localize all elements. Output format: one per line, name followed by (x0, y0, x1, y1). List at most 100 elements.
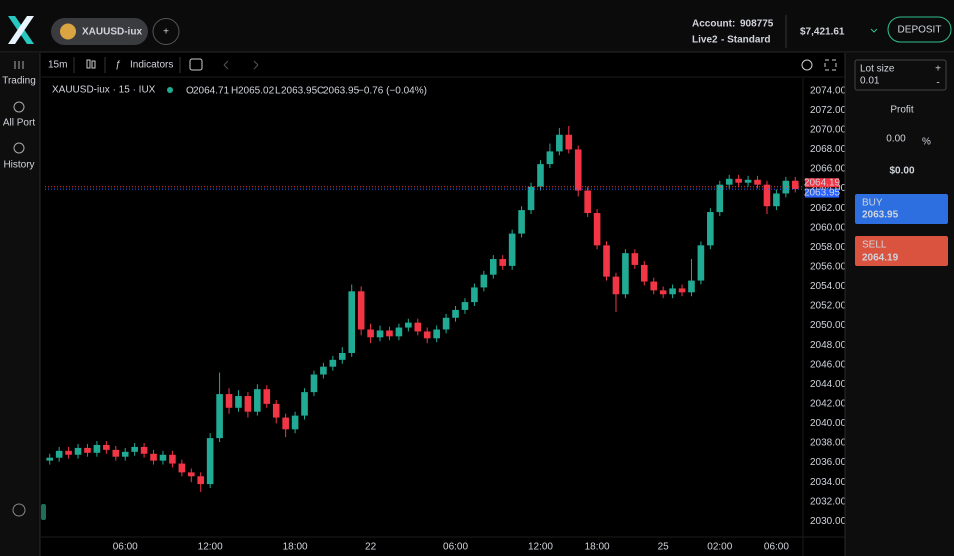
candle-body (272, 403, 280, 418)
candle-body (263, 389, 271, 404)
x-tick-label: 18:00 (283, 542, 308, 553)
candle-body (178, 463, 186, 473)
candle-body (74, 447, 82, 455)
candle-body (357, 291, 365, 330)
sidebar-item[interactable]: History (3, 160, 34, 171)
legend-l-label: L (275, 86, 281, 97)
y-tick-label: 2070.00 (810, 125, 847, 136)
x-tick-label: 06:00 (443, 542, 468, 553)
candle-body (159, 454, 167, 461)
y-tick-label: 2058.00 (810, 242, 847, 253)
candle-body (150, 453, 157, 461)
lot-decrease[interactable]: - (936, 78, 939, 89)
alert-icon[interactable] (189, 58, 203, 71)
legend-l: 2063.95 (281, 86, 318, 97)
account-type: - Standard (721, 35, 770, 46)
add-tab-button[interactable] (152, 18, 180, 45)
deposit-button[interactable] (887, 16, 952, 43)
chart-type-icon (91, 60, 96, 69)
buy-button[interactable] (855, 194, 948, 224)
legend-o-label: O (186, 86, 194, 97)
candle-body (452, 309, 459, 318)
lot-increase[interactable]: + (935, 64, 941, 75)
logout-icon[interactable] (12, 503, 26, 517)
symbol-tab-label: XAUUSD-iux (82, 27, 142, 38)
candle-body (282, 417, 289, 430)
y-tick-label: 2046.00 (810, 359, 847, 370)
candle-body (688, 280, 695, 293)
sell-button[interactable] (855, 236, 948, 266)
undo-redo-icons[interactable] (223, 60, 259, 70)
legend-h-label: H (231, 86, 238, 97)
y-tick-label: 2036.00 (810, 457, 847, 468)
candle-body (650, 281, 658, 291)
y-tick-label: 2056.00 (810, 262, 847, 273)
legend-change: −0.76 (−0.04%) (358, 86, 427, 97)
price-badge (805, 178, 839, 188)
candle-body (716, 184, 724, 213)
price-badge-label: 2063.95 (804, 188, 841, 199)
sidebar-item[interactable]: All Port (3, 118, 35, 129)
candle-body (782, 180, 790, 194)
candle-body (93, 444, 101, 453)
y-tick-label: 2052.00 (810, 301, 847, 312)
side-handle[interactable] (41, 504, 46, 520)
candle-body (376, 330, 384, 338)
logo-stroke (8, 16, 34, 44)
candle-body (508, 233, 516, 266)
candle-body (707, 212, 714, 246)
balance[interactable]: $7,421.61 (800, 27, 845, 38)
y-tick-label: 2072.00 (810, 105, 847, 116)
lot-size-input[interactable] (854, 59, 947, 91)
candle-body (763, 184, 771, 207)
candle-body (235, 396, 242, 408)
y-tick-label: 2060.00 (810, 222, 847, 233)
candle-body (584, 190, 591, 214)
candle-body (348, 291, 356, 353)
deposit-label: DEPOSIT (898, 25, 942, 36)
interval[interactable]: 15m (48, 60, 67, 71)
x-tick-label: 06:00 (764, 542, 789, 553)
profit-amount: $0.00 (889, 166, 914, 177)
candle-body (574, 149, 582, 191)
candle-body (442, 317, 450, 330)
indicators-button[interactable]: Indicators (130, 60, 173, 71)
x-tick-label: 12:00 (528, 542, 553, 553)
candle-body (499, 259, 507, 266)
candle-body (603, 245, 610, 277)
candle-body (112, 449, 120, 457)
y-tick-label: 2042.00 (810, 399, 847, 410)
legend-c-label: C (317, 86, 324, 97)
lot-size-label: Lot size (860, 64, 895, 75)
y-tick-label: 2066.00 (810, 164, 847, 175)
candle-body (735, 178, 742, 183)
candle-body (386, 330, 393, 337)
candle-body (565, 134, 573, 150)
sidebar-item[interactable]: Trading (2, 76, 36, 87)
candle-body (55, 450, 63, 458)
candle-body (697, 245, 705, 281)
legend-h: 2065.02 (238, 86, 275, 97)
candle-body (310, 374, 318, 393)
candle-body (169, 454, 176, 464)
price-badge-label: 2064.19 (804, 177, 841, 188)
y-tick-label: 2048.00 (810, 340, 847, 351)
chart-type-icon[interactable] (86, 59, 91, 69)
price-chart[interactable]: 2030.00 2032.00 2034.00 2036.00 2038.00 2040.… (41, 78, 847, 556)
settings-icon[interactable] (801, 59, 813, 71)
candle-body (678, 288, 686, 293)
y-tick-label: 2062.00 (810, 203, 847, 214)
candle-body (659, 290, 667, 295)
symbol-tab[interactable] (51, 18, 148, 45)
candle-body (622, 253, 629, 295)
logo[interactable] (8, 16, 34, 44)
buy-label: BUY (862, 198, 883, 209)
indicators-icon: ƒ (115, 60, 121, 71)
candle-body (537, 164, 544, 187)
candle-body (225, 394, 233, 408)
candle-body (754, 179, 761, 185)
y-tick-label: 2068.00 (810, 144, 847, 155)
fullscreen-icon[interactable] (824, 59, 837, 71)
